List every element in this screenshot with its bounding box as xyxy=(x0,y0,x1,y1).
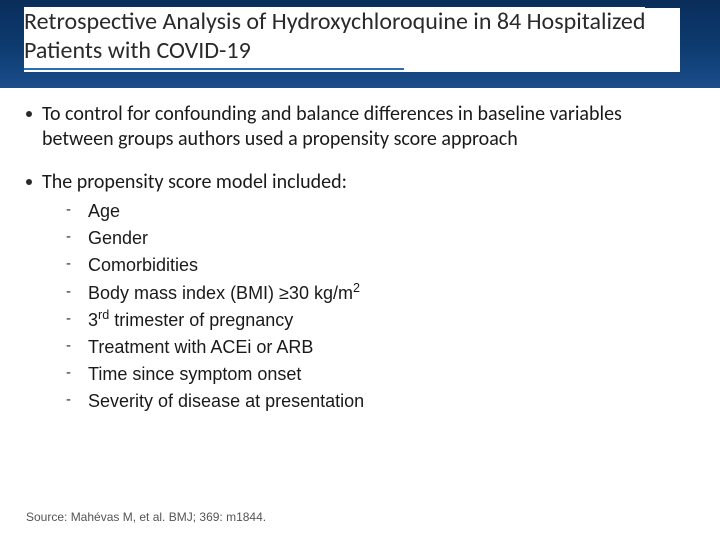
sub-text: Treatment with ACEi or ARB xyxy=(88,335,313,360)
dash-icon: - xyxy=(66,308,74,331)
title-underline xyxy=(24,68,404,70)
slide-title: Retrospective Analysis of Hydroxychloroq… xyxy=(24,7,645,65)
list-item: - Body mass index (BMI) ≥30 kg/m2 xyxy=(66,281,692,306)
dash-icon: - xyxy=(66,281,74,304)
bullet-dot-icon xyxy=(26,111,32,117)
bullet-text: The propensity score model included: xyxy=(42,170,347,195)
bullet-item: To control for confounding and balance d… xyxy=(26,102,692,152)
dash-icon: - xyxy=(66,199,74,222)
sub-text: Severity of disease at presentation xyxy=(88,389,364,414)
list-item: - Gender xyxy=(66,226,692,251)
sub-text: Body mass index (BMI) ≥30 kg/m2 xyxy=(88,281,360,306)
sub-text: Age xyxy=(88,199,120,224)
list-item: - Comorbidities xyxy=(66,253,692,278)
sub-text: Comorbidities xyxy=(88,253,198,278)
list-item: - Treatment with ACEi or ARB xyxy=(66,335,692,360)
sublist: - Age - Gender - Comorbidities - Body ma… xyxy=(66,199,692,415)
dash-icon: - xyxy=(66,389,74,412)
list-item: - Time since symptom onset xyxy=(66,362,692,387)
list-item: - Age xyxy=(66,199,692,224)
source-citation: Source: Mahévas M, et al. BMJ; 369: m184… xyxy=(26,510,266,524)
title-box: Retrospective Analysis of Hydroxychloroq… xyxy=(24,8,680,72)
dash-icon: - xyxy=(66,226,74,249)
list-item: - 3rd trimester of pregnancy xyxy=(66,308,692,333)
bullet-item: The propensity score model included: xyxy=(26,170,692,195)
bullet-text: To control for confounding and balance d… xyxy=(42,102,692,152)
title-wrap: Retrospective Analysis of Hydroxychloroq… xyxy=(24,8,680,72)
content-area: To control for confounding and balance d… xyxy=(26,102,692,417)
sub-text: Gender xyxy=(88,226,148,251)
sub-text: 3rd trimester of pregnancy xyxy=(88,308,293,333)
dash-icon: - xyxy=(66,335,74,358)
sub-text: Time since symptom onset xyxy=(88,362,301,387)
list-item: - Severity of disease at presentation xyxy=(66,389,692,414)
dash-icon: - xyxy=(66,362,74,385)
bullet-dot-icon xyxy=(26,179,32,185)
dash-icon: - xyxy=(66,253,74,276)
